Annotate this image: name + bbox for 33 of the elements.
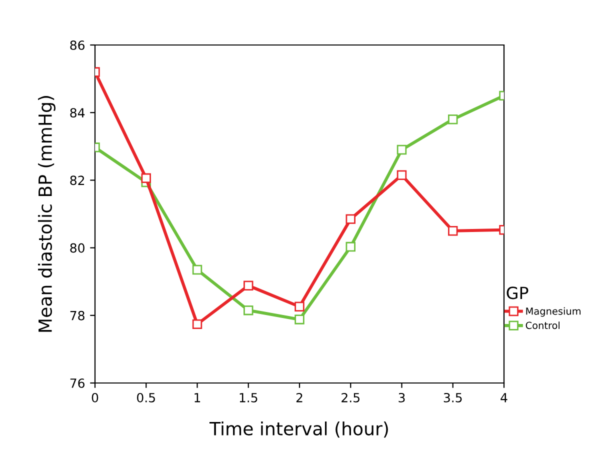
point <box>396 170 407 180</box>
point <box>294 302 304 312</box>
point <box>346 242 356 252</box>
y-tick-label: 80 <box>70 243 84 253</box>
legend-label: Magnesium <box>526 307 581 317</box>
point <box>448 226 458 236</box>
point <box>448 114 458 124</box>
point <box>192 319 202 330</box>
x-tick-label: 3.5 <box>444 392 462 402</box>
x-tick-label: 1.5 <box>240 393 258 402</box>
point <box>346 214 356 224</box>
point <box>141 173 151 184</box>
point <box>244 305 254 316</box>
y-axis-title: Mean diastolic BP (mmHg) <box>38 96 56 332</box>
y-tick-label: 84 <box>70 108 85 118</box>
point <box>294 314 304 324</box>
point <box>192 264 202 275</box>
legend-label: Control <box>526 322 560 330</box>
x-tick-label: 1 <box>194 393 200 402</box>
x-tick-label: 3 <box>398 392 405 402</box>
point <box>244 280 254 291</box>
y-tick-label: 82 <box>70 176 84 186</box>
y-tick-label: 86 <box>70 40 84 50</box>
x-tick-label: 2.5 <box>342 392 360 402</box>
x-tick-label: 2 <box>296 392 302 402</box>
x-tick-label: 0 <box>92 392 98 402</box>
point <box>396 144 407 155</box>
y-tick-label: 76 <box>70 378 84 388</box>
x-axis-title: Time interval (hour) <box>209 421 388 438</box>
legend-title: GP <box>506 286 528 300</box>
y-tick-label: 78 <box>70 310 84 320</box>
x-tick-label: 0.5 <box>137 392 155 402</box>
x-tick-label: 4 <box>500 393 508 402</box>
